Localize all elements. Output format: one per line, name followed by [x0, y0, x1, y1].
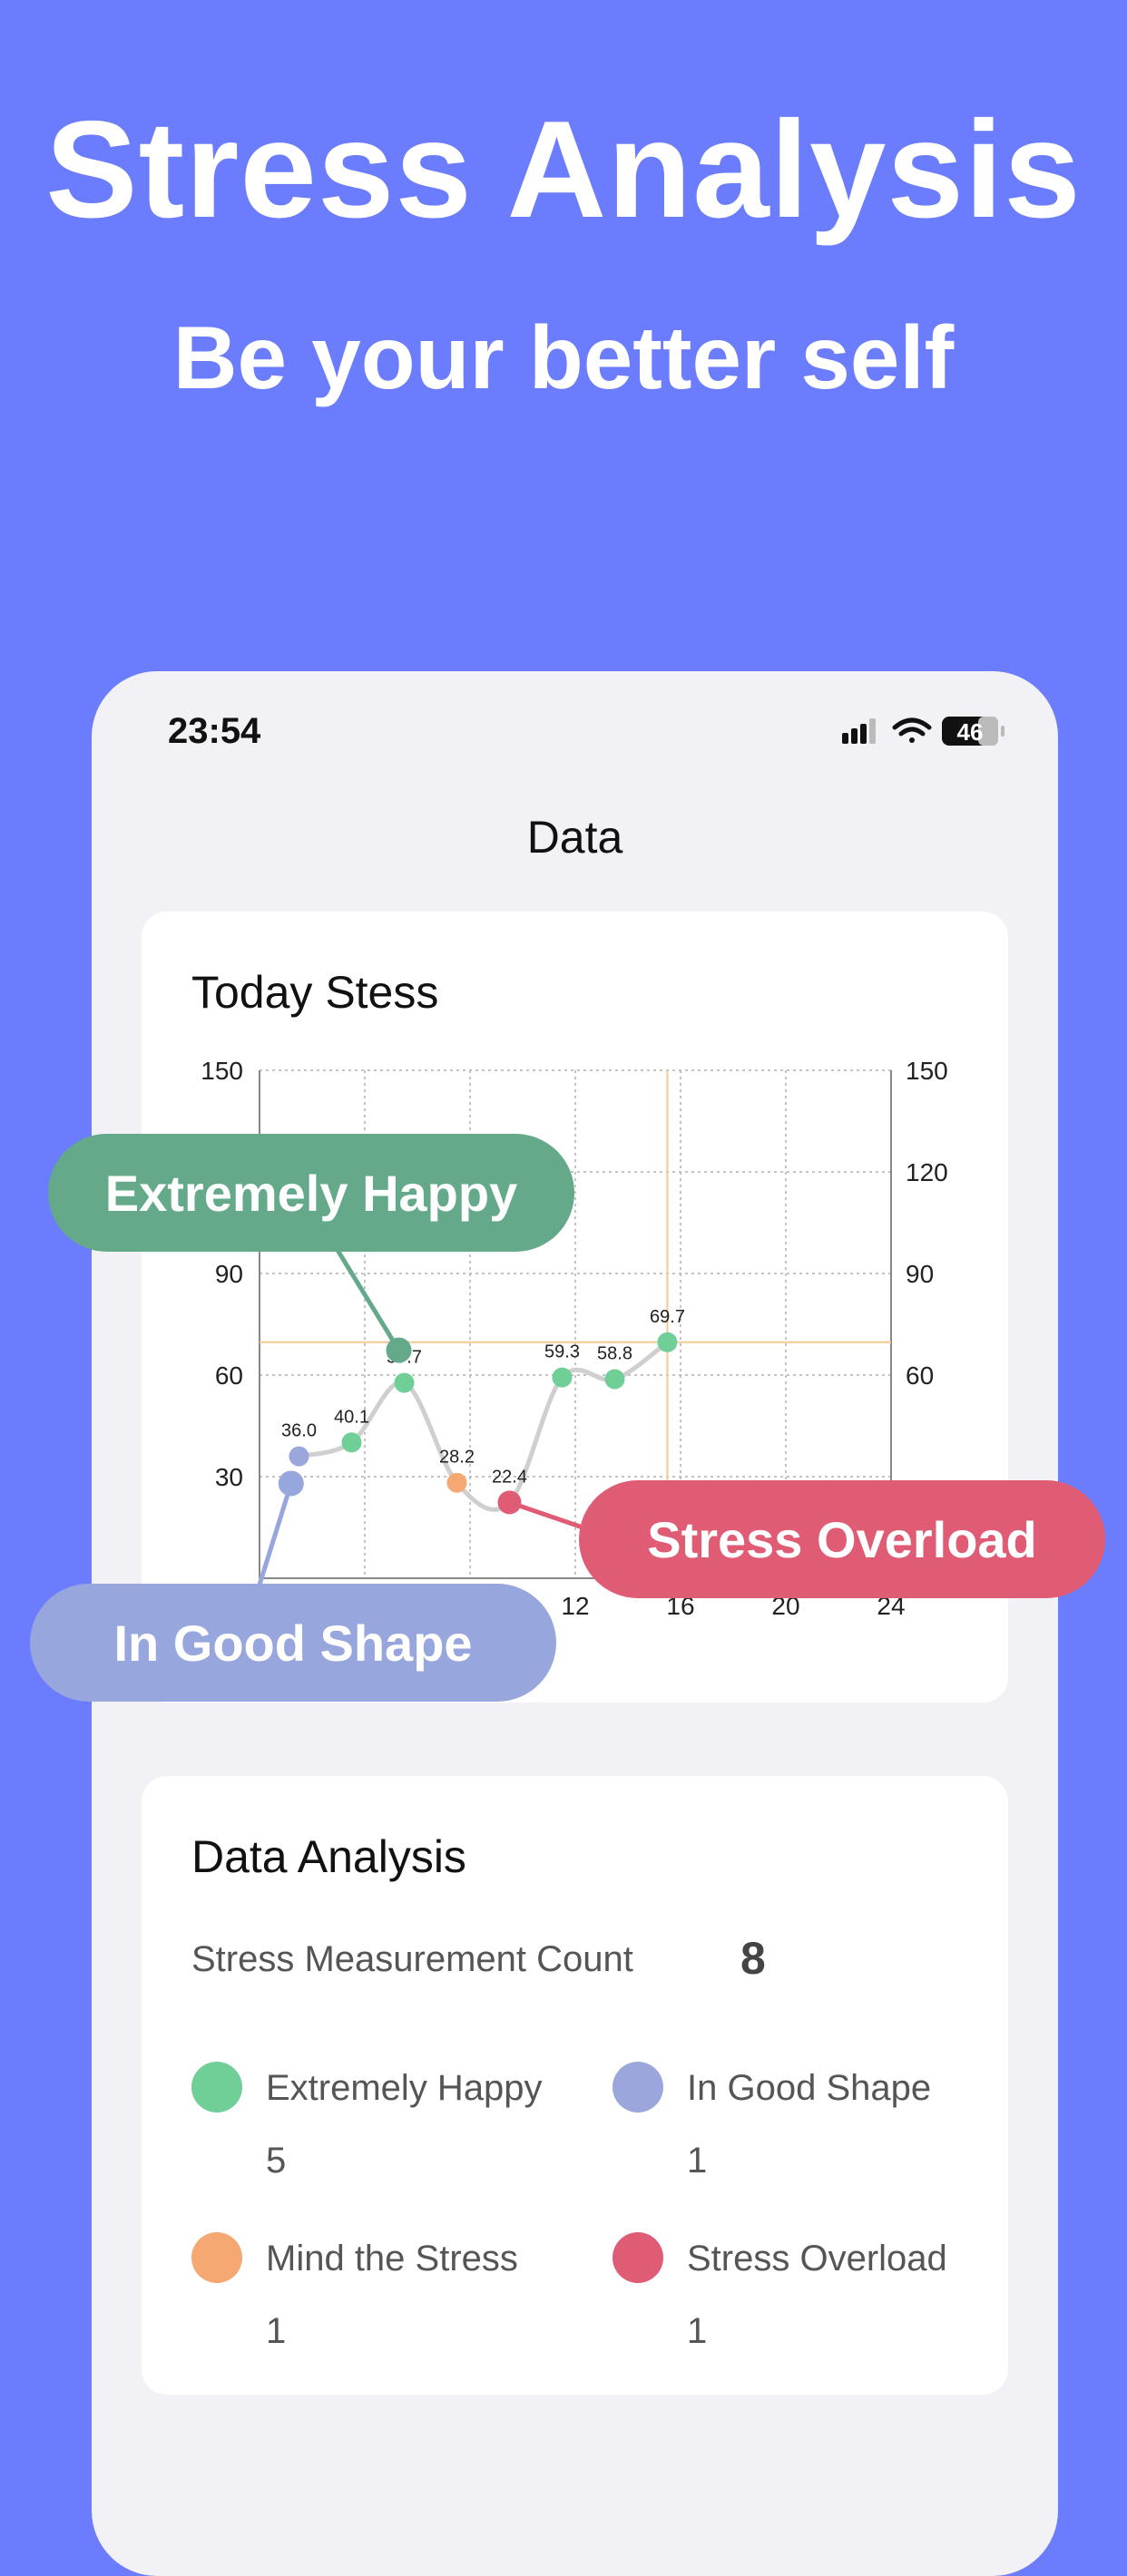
extremely-happy-dot [191, 2062, 242, 2113]
data-point [552, 1367, 573, 1388]
nav-title: Data [526, 812, 623, 863]
data-analysis-card: Data Analysis Stress Measurement Count 8… [142, 1776, 1008, 2395]
battery-level: 46 [957, 718, 984, 746]
mind-the-stress-dot [191, 2232, 242, 2283]
data-point [289, 1446, 309, 1467]
data-point [394, 1372, 415, 1393]
data-label: 69.7 [650, 1307, 685, 1327]
data-label: 28.2 [439, 1448, 475, 1468]
y-tick-label-left: 30 [215, 1463, 243, 1491]
wifi-icon [892, 717, 932, 743]
stress-overload-dot [612, 2232, 663, 2283]
battery-icon: 46 [942, 717, 1004, 746]
stress-overload-callout: Stress Overload [579, 1480, 1105, 1598]
y-tick-label-right: 120 [906, 1158, 948, 1186]
y-tick-label-right: 60 [906, 1361, 934, 1390]
legend-name-in-good-shape: In Good Shape [687, 2068, 932, 2108]
hero-title: Stress Analysis [45, 93, 1082, 247]
cellular-icon [842, 718, 876, 744]
in-good-shape-callout: In Good Shape [30, 1584, 556, 1702]
data-point [446, 1472, 467, 1493]
analysis-title: Data Analysis [191, 1831, 466, 1882]
data-point [657, 1332, 678, 1352]
data-point [341, 1432, 362, 1453]
data-label: 58.8 [597, 1343, 632, 1363]
stress-card-title: Today Stess [191, 967, 439, 1018]
in-good-shape-dot [612, 2062, 663, 2113]
legend-count-in-good-shape: 1 [687, 2141, 708, 2181]
data-point [499, 1492, 520, 1513]
hero-subtitle: Be your better self [172, 307, 955, 407]
data-label: 40.1 [334, 1407, 369, 1427]
data-label: 59.3 [544, 1342, 580, 1362]
data-label: 22.4 [492, 1467, 527, 1487]
data-label: 57.7 [387, 1348, 422, 1368]
legend-name-stress-overload: Stress Overload [687, 2239, 947, 2278]
y-tick-label-right: 90 [906, 1260, 934, 1288]
legend-name-mind-the-stress: Mind the Stress [266, 2239, 518, 2278]
legend-count-mind-the-stress: 1 [266, 2311, 287, 2351]
legend-name-extremely-happy: Extremely Happy [266, 2068, 543, 2108]
stress-series-line [298, 1340, 669, 1512]
y-tick-label-left: 150 [201, 1057, 243, 1085]
legend-count-stress-overload: 1 [687, 2311, 708, 2351]
x-tick-label: 12 [561, 1592, 589, 1620]
extremely-happy-callout: Extremely Happy [48, 1134, 574, 1252]
status-time: 23:54 [168, 711, 261, 751]
measurement-count-label: Stress Measurement Count [191, 1939, 633, 1979]
measurement-count-value: 8 [740, 1933, 766, 1984]
y-tick-label-left: 60 [215, 1361, 243, 1390]
data-label: 36.0 [281, 1421, 317, 1441]
legend-count-extremely-happy: 5 [266, 2141, 287, 2181]
status-icons: 46 [842, 717, 1004, 746]
y-tick-label-left: 90 [215, 1260, 243, 1288]
y-tick-label-right: 150 [906, 1057, 948, 1085]
data-point [604, 1369, 625, 1390]
